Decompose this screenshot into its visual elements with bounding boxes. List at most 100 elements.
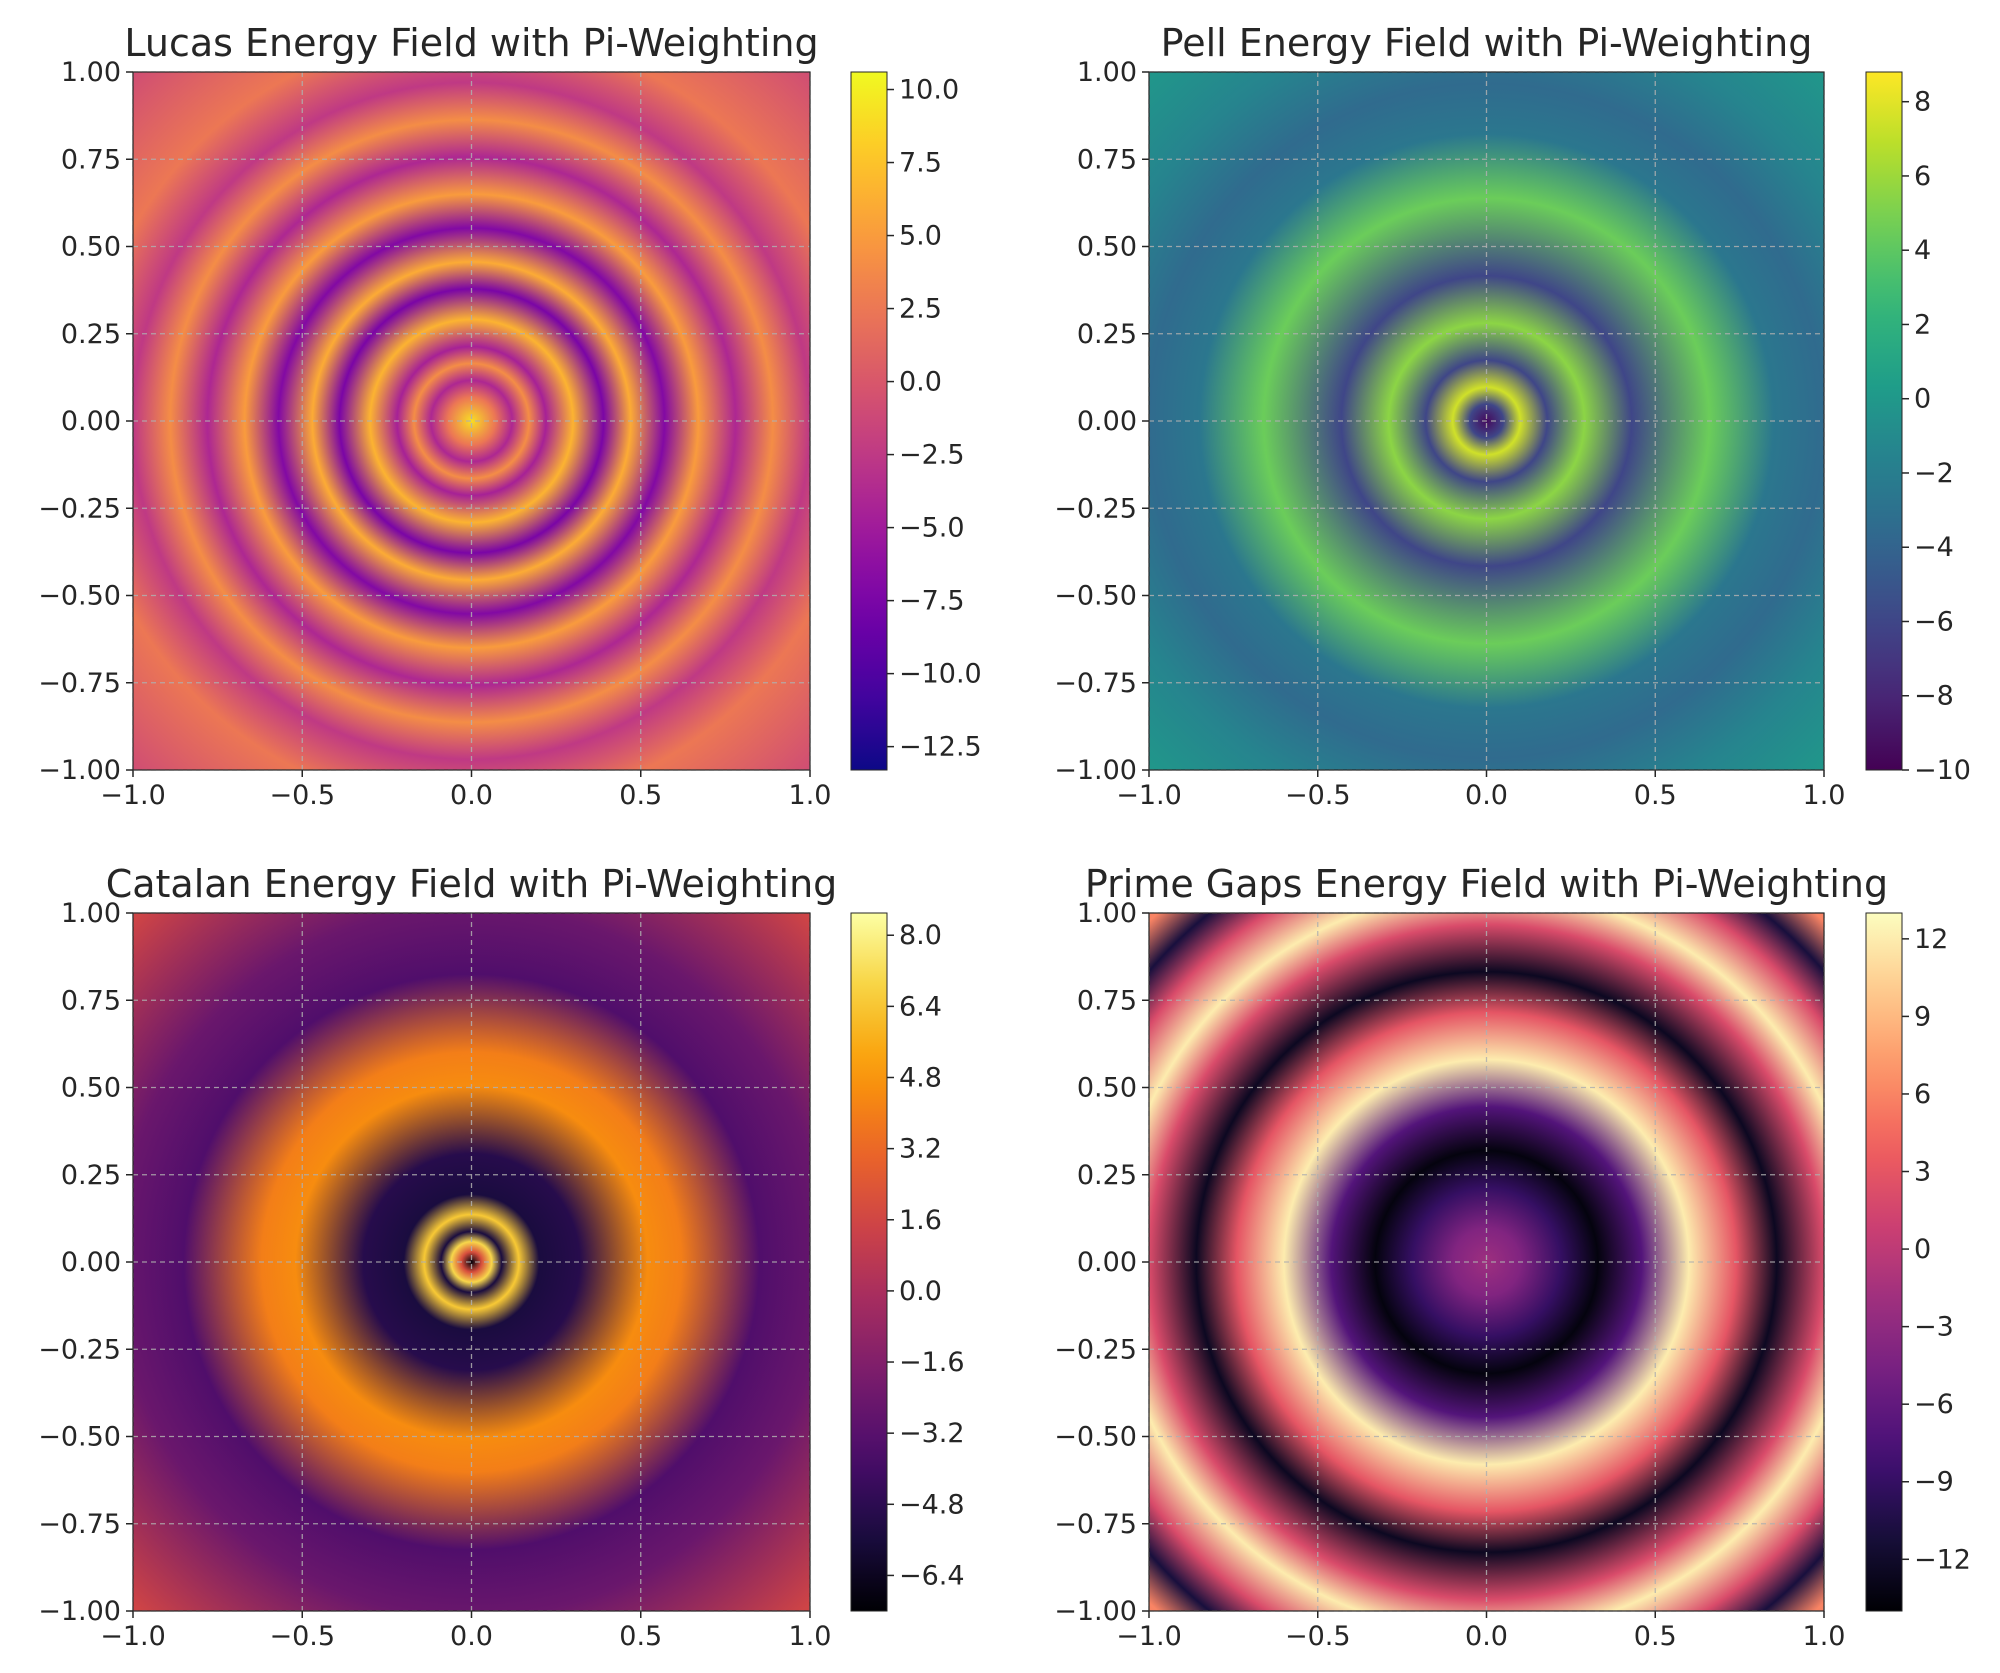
chart-title: Prime Gaps Energy Field with Pi-Weightin… xyxy=(1085,862,1888,906)
y-tick-label: 1.00 xyxy=(1077,898,1137,929)
colorbar-tick-label: −6.4 xyxy=(899,1560,965,1591)
x-tick-label: −0.5 xyxy=(1285,780,1351,811)
x-tick-label: 0.0 xyxy=(1465,780,1508,811)
y-tick-label: 0.25 xyxy=(1077,1160,1137,1191)
colorbar-tick-label: −12.5 xyxy=(899,732,982,763)
y-tick-label: 0.50 xyxy=(1077,232,1137,263)
colorbar-tick-label: 4 xyxy=(1914,235,1931,266)
colorbar-tick-label: −6 xyxy=(1914,606,1954,637)
x-tick-label: 1.0 xyxy=(789,780,832,811)
colorbar-tick-label: 3 xyxy=(1914,1157,1931,1188)
y-tick-label: −0.50 xyxy=(1054,581,1137,612)
colorbar-tick-label: −8 xyxy=(1914,681,1954,712)
x-tick-label: 1.0 xyxy=(1803,1621,1846,1652)
plot-frame xyxy=(1148,912,1825,1612)
y-tick-label: −0.75 xyxy=(38,1509,121,1540)
y-tick-label: 0.50 xyxy=(1077,1073,1137,1104)
y-tick-label: 0.50 xyxy=(61,232,121,263)
x-tick-label: −1.0 xyxy=(100,1621,166,1652)
y-tick-label: 0.25 xyxy=(61,1160,121,1191)
y-tick-label: −1.00 xyxy=(1054,755,1137,786)
colorbar-tick-label: 9 xyxy=(1914,1001,1931,1032)
x-tick-label: 0.5 xyxy=(619,1621,662,1652)
colorbar-tick-label: 0.0 xyxy=(899,367,942,398)
y-tick-label: 0.00 xyxy=(1077,1247,1137,1278)
x-tick-label: 0.5 xyxy=(1634,1621,1677,1652)
y-tick-label: −1.00 xyxy=(38,755,121,786)
colorbar-tick-label: −9 xyxy=(1914,1467,1954,1498)
colorbar-tick-label: 7.5 xyxy=(899,148,942,179)
chart-panel-1: −1.0 −0.5 0.0 0.5 1.0 1.00 0.75 0.50 0.25 0.00 −0.… xyxy=(38,21,982,811)
x-tick-label: 0.0 xyxy=(1465,1621,1508,1652)
colorbar xyxy=(1865,71,1903,771)
y-tick-label: −0.25 xyxy=(1054,1334,1137,1365)
x-tick-label: −0.5 xyxy=(269,780,335,811)
colorbar-tick-label: −1.6 xyxy=(899,1347,965,1378)
y-tick-label: −0.75 xyxy=(1054,668,1137,699)
colorbar-tick-label: 6.4 xyxy=(899,991,942,1022)
y-tick-label: −1.00 xyxy=(38,1596,121,1627)
y-tick-label: 0.75 xyxy=(61,144,121,175)
colorbar-tick-label: −3.2 xyxy=(899,1418,965,1449)
colorbar-tick-label: 0.0 xyxy=(899,1276,942,1307)
x-tick-label: −0.5 xyxy=(269,1621,335,1652)
x-tick-label: −0.5 xyxy=(1285,1621,1351,1652)
colorbar-tick-label: 1.6 xyxy=(899,1205,942,1236)
y-tick-label: 0.00 xyxy=(1077,406,1137,437)
colorbar-tick-label: −4.8 xyxy=(899,1489,965,1520)
colorbar-tick-label: 2 xyxy=(1914,309,1931,340)
colorbar-tick-label: −5.0 xyxy=(899,513,965,544)
chart-title: Catalan Energy Field with Pi-Weighting xyxy=(106,862,838,906)
y-tick-label: −0.75 xyxy=(1054,1509,1137,1540)
y-tick-label: 1.00 xyxy=(61,57,121,88)
chart-panel-4: −1.0 −0.5 0.0 0.5 1.0 1.00 0.75 0.50 0.25 0.00 −0.… xyxy=(1054,862,1971,1652)
colorbar-tick-label: −10.0 xyxy=(899,659,982,690)
colorbar-tick-label: −4 xyxy=(1914,532,1954,563)
colorbar-tick-label: 5.0 xyxy=(899,221,942,252)
plot-frame xyxy=(1148,71,1825,771)
chart-panel-3: −1.0 −0.5 0.0 0.5 1.0 1.00 0.75 0.50 0.25 0.00 −0.… xyxy=(38,862,964,1652)
colorbar-tick-label: −6 xyxy=(1914,1389,1954,1420)
x-tick-label: −1.0 xyxy=(100,780,166,811)
colorbar-tick-label: 0 xyxy=(1914,1234,1931,1265)
colorbar-tick-label: 8 xyxy=(1914,87,1931,118)
colorbar xyxy=(1865,912,1903,1612)
chart-title: Lucas Energy Field with Pi-Weighting xyxy=(124,21,818,65)
colorbar-tick-label: 4.8 xyxy=(899,1062,942,1093)
colorbar-tick-label: 6 xyxy=(1914,161,1931,192)
y-tick-label: −0.50 xyxy=(1054,1422,1137,1453)
chart-panel-2: −1.0 −0.5 0.0 0.5 1.0 1.00 0.75 0.50 0.25 0.00 −0.… xyxy=(1054,21,1971,811)
colorbar-tick-label: −3 xyxy=(1914,1312,1954,1343)
x-tick-label: −1.0 xyxy=(1116,1621,1182,1652)
x-tick-label: 0.5 xyxy=(619,780,662,811)
x-tick-label: −1.0 xyxy=(1116,780,1182,811)
x-tick-label: 0.0 xyxy=(450,1621,493,1652)
colorbar-tick-label: 10.0 xyxy=(899,75,959,106)
colorbar xyxy=(850,71,888,771)
y-tick-label: −0.50 xyxy=(38,1422,121,1453)
y-tick-label: 0.25 xyxy=(61,319,121,350)
y-tick-label: 0.75 xyxy=(61,985,121,1016)
chart-title: Pell Energy Field with Pi-Weighting xyxy=(1161,21,1813,65)
colorbar-tick-label: −12 xyxy=(1914,1544,1971,1575)
plot-frame xyxy=(132,71,811,771)
colorbar-tick-label: 6 xyxy=(1914,1079,1931,1110)
y-tick-label: 1.00 xyxy=(61,898,121,929)
y-tick-label: −0.25 xyxy=(38,1334,121,1365)
colorbar-tick-label: −7.5 xyxy=(899,586,965,617)
y-tick-label: 0.00 xyxy=(61,1247,121,1278)
colorbar-tick-label: 3.2 xyxy=(899,1134,942,1165)
y-tick-label: 0.75 xyxy=(1077,985,1137,1016)
y-tick-label: 0.00 xyxy=(61,406,121,437)
colorbar-tick-label: 8.0 xyxy=(899,920,942,951)
colorbar-tick-label: −2 xyxy=(1914,458,1954,489)
x-tick-label: 0.5 xyxy=(1634,780,1677,811)
y-tick-label: −0.75 xyxy=(38,668,121,699)
colorbar-tick-label: 12 xyxy=(1914,924,1948,955)
y-tick-label: −0.25 xyxy=(1054,493,1137,524)
y-tick-label: −0.25 xyxy=(38,493,121,524)
colorbar-tick-label: −2.5 xyxy=(899,440,965,471)
y-tick-label: 0.50 xyxy=(61,1073,121,1104)
y-tick-label: 0.75 xyxy=(1077,144,1137,175)
